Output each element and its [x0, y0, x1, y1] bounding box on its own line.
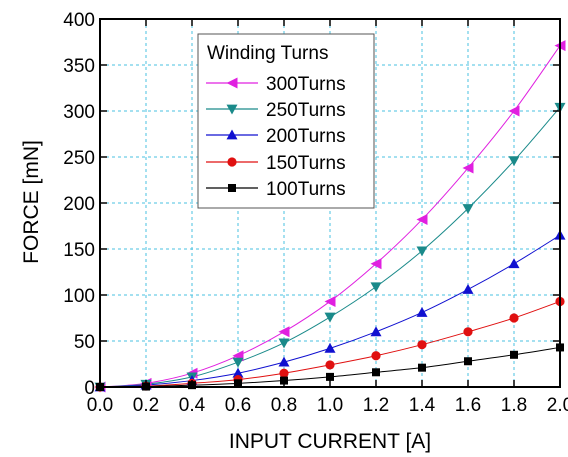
- data-point-250turns: [232, 357, 244, 368]
- legend: Winding Turns 300Turns 250Turns 200Turns 15…: [197, 33, 375, 209]
- x-axis-label: INPUT CURRENT [A]: [229, 430, 431, 453]
- y-tick-label: 150: [63, 240, 95, 261]
- data-point-100turns: [464, 357, 472, 366]
- legend-label: 250Turns: [266, 100, 346, 121]
- x-tick-label: 1.4: [409, 395, 436, 416]
- data-point-150turns: [509, 313, 519, 323]
- data-point-200turns: [370, 326, 382, 337]
- x-tick-label: 1.2: [363, 395, 389, 416]
- y-tick-label: 0: [84, 378, 95, 399]
- y-tick-labels: 0 50 100 150 200 250 300 350 400: [63, 10, 95, 399]
- x-tick-label: 1.6: [455, 395, 481, 416]
- y-tick-label: 300: [63, 102, 95, 123]
- x-tick-label: 0.0: [87, 395, 113, 416]
- legend-marker: [226, 104, 238, 115]
- data-point-250turns: [324, 312, 336, 323]
- data-point-300turns: [278, 326, 290, 338]
- data-point-150turns: [325, 360, 335, 370]
- y-axis-label: FORCE [mN]: [20, 140, 43, 264]
- y-tick-label: 50: [74, 332, 95, 353]
- legend-marker: [226, 129, 238, 140]
- x-tick-label: 0.8: [271, 395, 297, 416]
- data-point-200turns: [232, 367, 244, 378]
- x-tick-label: 1.8: [501, 395, 527, 416]
- legend-item: 100Turns: [206, 179, 346, 200]
- data-point-150turns: [463, 327, 473, 337]
- data-point-250turns: [370, 282, 382, 293]
- data-point-300turns: [324, 295, 336, 307]
- data-point-200turns: [416, 306, 428, 317]
- axis-ticks: [99, 18, 561, 388]
- legend-title: Winding Turns: [207, 43, 328, 64]
- y-tick-label: 350: [63, 56, 95, 77]
- data-point-300turns: [508, 105, 520, 117]
- legend-item: 300Turns: [206, 74, 346, 95]
- x-tick-label: 0.2: [133, 395, 159, 416]
- data-point-250turns: [278, 338, 290, 349]
- data-point-300turns: [416, 214, 428, 226]
- data-point-200turns: [508, 258, 520, 269]
- x-tick-label: 0.6: [225, 395, 251, 416]
- x-tick-label: 0.4: [179, 395, 206, 416]
- data-point-250turns: [508, 156, 520, 167]
- legend-item: 150Turns: [206, 153, 346, 174]
- legend-label: 100Turns: [266, 179, 346, 200]
- data-point-200turns: [324, 342, 336, 353]
- legend-item: 250Turns: [206, 100, 346, 121]
- y-tick-label: 250: [63, 148, 95, 169]
- y-tick-label: 400: [63, 10, 95, 31]
- data-point-250turns: [462, 204, 474, 215]
- data-point-300turns: [370, 258, 382, 270]
- data-point-100turns: [418, 363, 426, 372]
- data-point-150turns: [279, 368, 289, 378]
- legend-marker: [228, 184, 236, 192]
- data-point-250turns: [416, 246, 428, 257]
- x-tick-label: 1.0: [317, 395, 343, 416]
- legend-marker: [226, 77, 238, 89]
- data-point-100turns: [510, 350, 518, 359]
- x-tick-labels: 0.0 0.2 0.4 0.6 0.8 1.0 1.2 1.4 1.6 1.8 2.0: [87, 395, 568, 416]
- y-tick-label: 200: [63, 194, 95, 215]
- data-point-100turns: [372, 368, 380, 377]
- data-point-300turns: [462, 162, 474, 174]
- legend-label: 150Turns: [266, 153, 346, 174]
- data-point-200turns: [278, 356, 290, 367]
- legend-box: [197, 33, 375, 209]
- y-tick-label: 100: [63, 286, 95, 307]
- legend-label: 300Turns: [266, 74, 346, 95]
- data-point-200turns: [462, 283, 474, 294]
- legend-label: 200Turns: [266, 126, 346, 147]
- legend-item: 200Turns: [206, 126, 346, 147]
- data-point-100turns: [326, 372, 334, 381]
- data-point-150turns: [417, 340, 427, 350]
- legend-marker: [227, 157, 237, 167]
- x-tick-label: 2.0: [547, 395, 568, 416]
- data-point-150turns: [371, 351, 381, 361]
